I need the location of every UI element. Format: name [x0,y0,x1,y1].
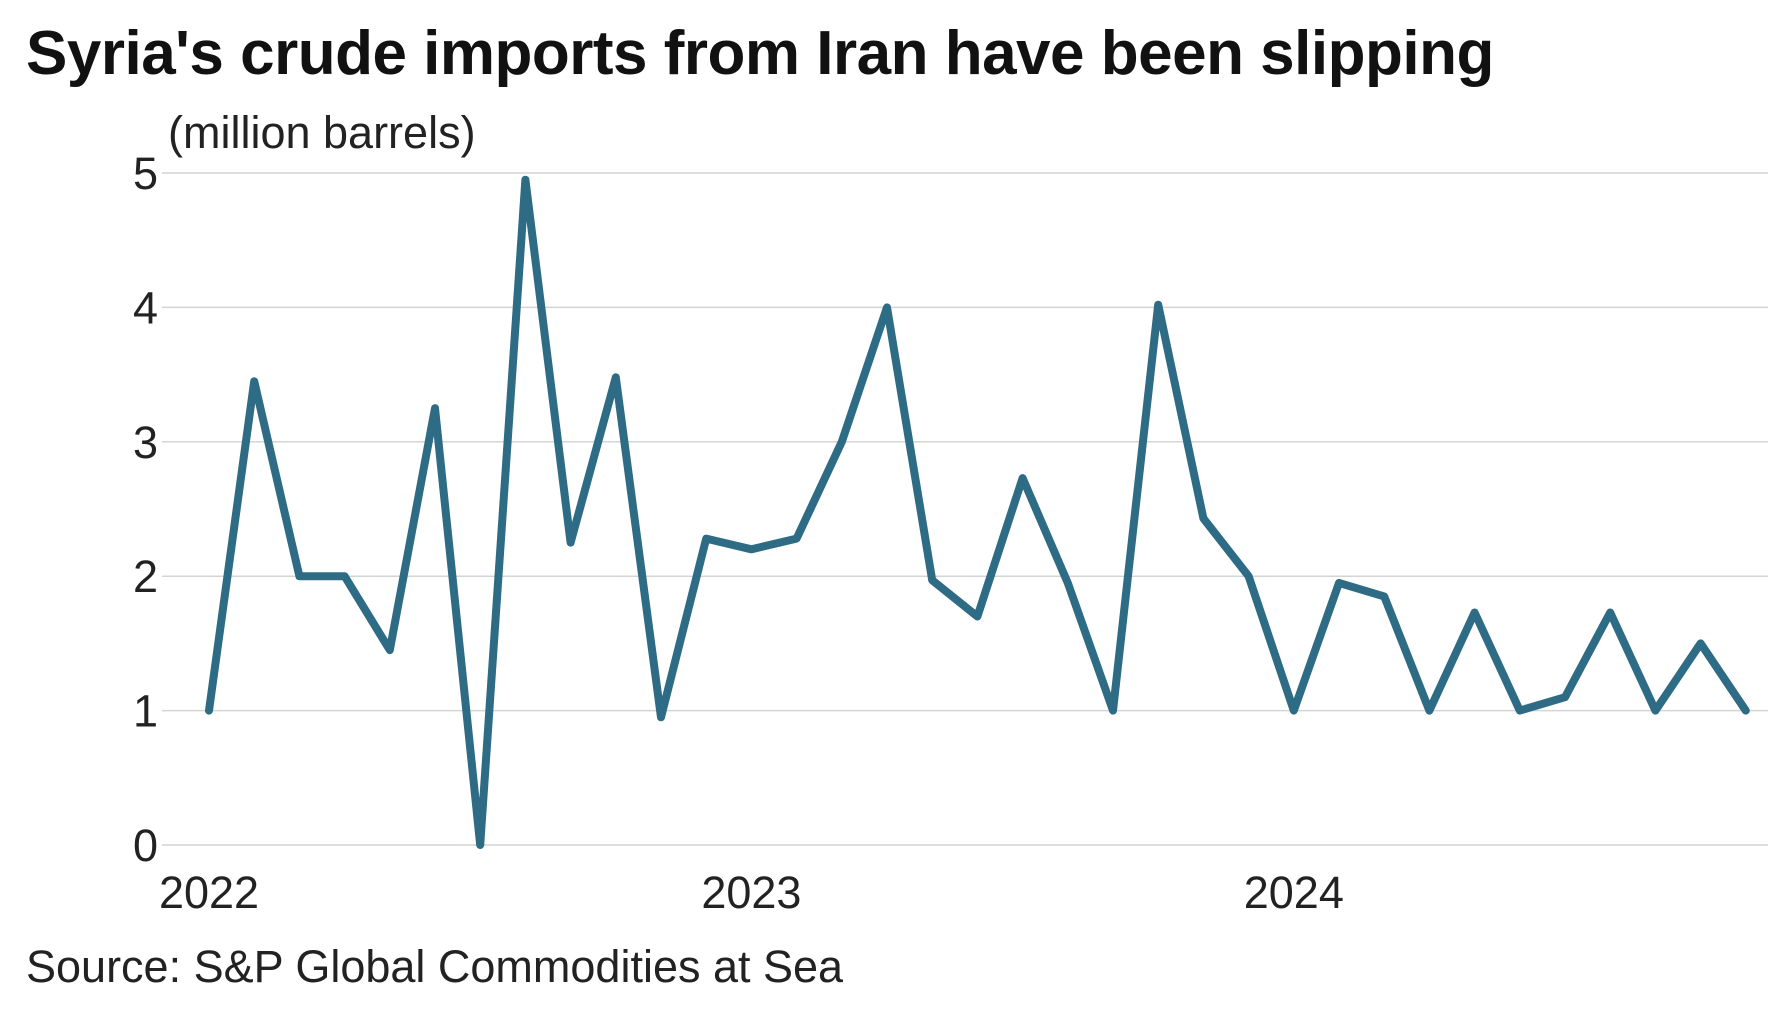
data-point-2022-06 [432,405,438,412]
data-point-2023-03 [838,438,845,445]
y-axis-unit-label: (million barrels) [168,107,476,158]
x-tick-label: 2024 [1244,867,1344,918]
data-point-2022-08 [522,176,529,183]
data-point-2024-09 [1652,707,1659,714]
data-point-2023-08 [1064,579,1071,586]
data-point-2022-05 [386,647,393,654]
data-point-2024-10 [1697,640,1704,647]
data-point-2023-09 [1110,707,1116,714]
data-point-2023-04 [884,304,890,311]
chart-title: Syria's crude imports from Iran have bee… [26,19,1494,88]
data-point-2024-02 [1336,579,1342,586]
data-point-2024-01 [1290,707,1297,714]
series-line [205,175,1750,849]
data-point-2023-06 [974,613,981,620]
gridlines [162,172,1768,846]
data-point-2022-01 [206,707,212,714]
y-tick-label: 4 [133,282,158,333]
data-point-2023-01 [748,546,755,553]
data-point-2024-04 [1426,707,1433,714]
data-point-2023-07 [1019,475,1026,482]
data-point-2022-09 [567,539,574,546]
data-point-2022-10 [612,374,619,381]
data-point-2024-08 [1607,609,1614,616]
data-point-2022-04 [341,573,348,580]
data-point-2023-02 [793,535,800,542]
y-axis-ticks: 0 1 2 3 4 5 [133,148,158,871]
x-axis-ticks: 2022 2023 2024 [159,867,1344,918]
data-point-2022-12 [703,535,710,542]
y-tick-label: 0 [133,820,158,871]
x-tick-label: 2022 [159,867,259,918]
data-point-2024-03 [1381,593,1388,600]
data-point-2022-07 [477,842,484,848]
data-point-2024-05 [1471,609,1478,616]
data-point-2024-06 [1516,707,1523,714]
y-tick-label: 3 [133,417,158,468]
data-point-2023-10 [1155,301,1162,308]
data-point-2024-11 [1742,707,1749,714]
data-point-2022-11 [658,714,664,721]
y-tick-label: 5 [133,148,158,199]
data-point-2023-11 [1200,515,1207,522]
source-note: Source: S&P Global Commodities at Sea [26,941,844,992]
series-group [205,175,1750,849]
data-point-2023-12 [1245,573,1252,580]
y-tick-label: 2 [133,551,158,602]
data-point-2022-03 [296,573,303,580]
data-point-2023-05 [929,577,936,584]
y-tick-label: 1 [133,686,158,737]
data-point-2024-07 [1562,694,1568,701]
x-tick-label: 2023 [701,867,801,918]
data-point-2022-02 [251,378,258,385]
